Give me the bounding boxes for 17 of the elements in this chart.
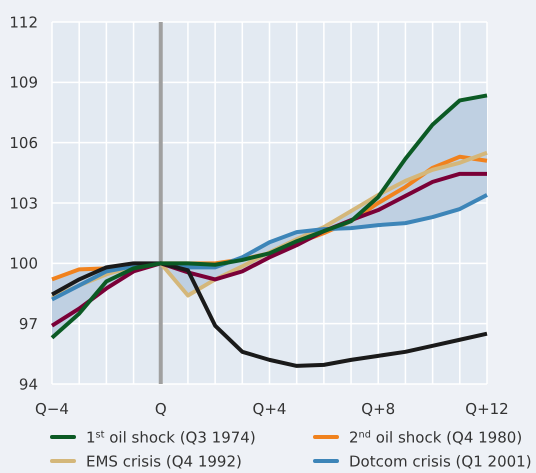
legend-label: Dotcom crisis (Q1 2001) [349, 452, 532, 470]
legend-label: EMS crisis (Q4 1992) [86, 452, 242, 470]
x-tick-label: Q−4 [35, 400, 69, 418]
x-tick-label: Q [154, 400, 167, 418]
line-series [50, 261, 489, 368]
legend-label: 2$^{nd}$ oil shock (Q4 1980) [349, 428, 522, 446]
y-tick-label: 94 [18, 375, 38, 394]
y-tick-label: 112 [9, 13, 38, 32]
y-tick-label: 103 [9, 194, 38, 212]
x-tick-label: Q+8 [361, 400, 396, 418]
y-tick-label: 106 [9, 134, 38, 152]
x-tick-label: Q+4 [252, 400, 286, 418]
legend-label: 1$^{st}$ oil shock (Q3 1974) [86, 428, 256, 446]
y-tick-label: 100 [9, 254, 38, 273]
x-tick-label: Q+12 [465, 400, 509, 418]
y-tick-label: 109 [9, 74, 38, 92]
y-tick-label: 97 [18, 314, 38, 333]
